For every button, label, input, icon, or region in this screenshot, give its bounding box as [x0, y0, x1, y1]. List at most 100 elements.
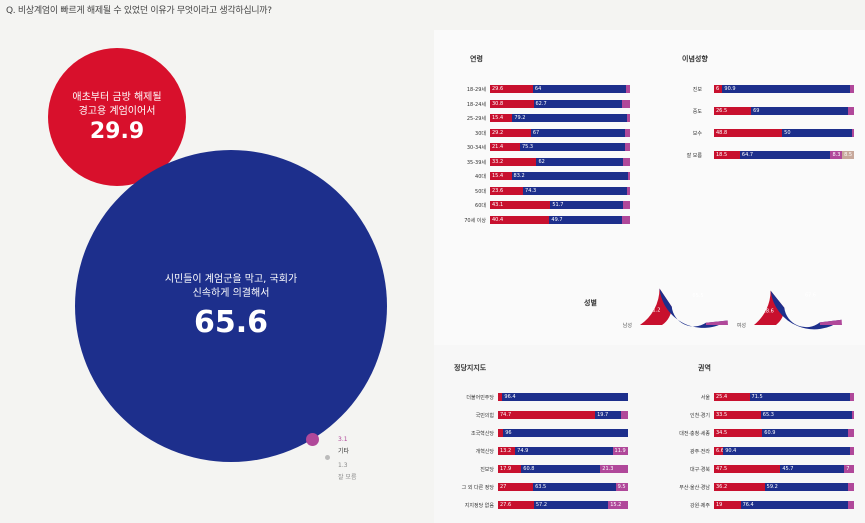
bar-segment: 62.7: [533, 99, 623, 108]
bar-segment: 49.7: [549, 215, 623, 224]
bubble-warning-martial-law: 애초부터 금방 해제될 경고용 계엄이어서 29.9: [48, 48, 186, 186]
bar-segment: 59.2: [764, 483, 848, 491]
region-section-title: 권역: [698, 364, 711, 372]
other-label: 기타: [338, 448, 350, 455]
bar-row-label: 진보당: [480, 467, 494, 473]
bar-row: 36.2 59.2: [714, 483, 854, 491]
bar-row: 29.2 67: [490, 128, 630, 137]
bar-row-label: 70세 이상: [464, 217, 486, 224]
bar-row-label: 잘 모름: [686, 153, 702, 159]
bar-segment: 83.2: [511, 172, 628, 180]
bar-segment: 9.5: [615, 483, 628, 491]
bubble-citizens-assembly: 시민들이 계엄군을 막고, 국회가 신속하게 의결해서 65.6: [75, 150, 387, 462]
bar-row: 21.4 75.3: [490, 143, 630, 151]
bar-segment: [847, 501, 854, 509]
bar-row-label: 30-34세: [466, 145, 486, 151]
bar-row: 15.4 83.2: [490, 172, 630, 180]
bar-segment: 50: [782, 129, 852, 137]
bar-segment: 45.7: [780, 465, 845, 473]
bar-segment: 48.8: [714, 129, 783, 137]
bar-segment: [847, 429, 854, 437]
bar-segment: 19.7: [595, 411, 621, 419]
bar-row-label: 50대: [475, 188, 486, 195]
bar-row-label: 25-29세: [466, 116, 486, 122]
bubble-chart: 애초부터 금방 해제될 경고용 계엄이어서 29.9 시민들이 계엄군을 막고,…: [0, 22, 420, 523]
bar-row: 47.5 45.7 7: [714, 465, 854, 473]
bar-segment: 40.4: [490, 215, 550, 224]
bar-row: 27 63.5 9.5: [498, 483, 628, 491]
bar-segment: [625, 143, 630, 151]
bubble-value-1: 29.9: [89, 118, 145, 144]
breakdown-panel-lower: 정당지지도 더불어민주당 96.4 국민의힘 74.7 19.7 조국혁신당 96 개혁신당 1…: [434, 345, 865, 523]
bar-segment: 17.9: [498, 465, 522, 473]
bar-row: 43.1 51.7: [490, 201, 630, 209]
breakdown-panel: 연령 18-29세 29.6 64 18-24세 30.8 62.7 25-29세 15.4 7…: [434, 30, 865, 360]
bar-row: 6.6 90.4: [714, 447, 854, 455]
bar-segment: [622, 201, 630, 209]
bar-row-label: 부산·울산·경남: [679, 485, 710, 491]
bar-segment: 65.3: [760, 411, 852, 419]
gauge-value: 67.6: [805, 292, 816, 298]
bar-row-label: 40대: [475, 174, 486, 180]
bar-segment: 74.3: [523, 186, 628, 195]
unknown-label: 잘 모름: [338, 474, 357, 481]
bar-row-label: 서울: [700, 395, 710, 401]
bar-segment: 6: [714, 85, 723, 93]
bar-segment: [620, 411, 628, 419]
bar-segment: 27.6: [498, 501, 534, 509]
bar-segment: 21.3: [600, 465, 628, 473]
bar-segment: [849, 85, 854, 93]
bar-segment: 64: [532, 85, 626, 93]
bar-segment: 47.5: [714, 465, 781, 473]
bar-row-label: 조국혁신당: [470, 431, 494, 437]
bar-segment: 64.7: [739, 151, 831, 159]
bar-segment: 51.7: [550, 201, 623, 209]
bubble-label-2: 시민들이 계엄군을 막고, 국회가 신속하게 의결해서: [164, 273, 298, 299]
bar-row-label: 진보: [692, 87, 702, 93]
bar-row: 29.6 64: [490, 85, 630, 93]
bar-segment: 15.2: [608, 501, 628, 509]
bar-segment: 6.6: [714, 447, 724, 455]
bar-segment: 90.4: [723, 447, 850, 455]
bar-row-label: 더불어민주당: [466, 395, 494, 401]
bar-row: 19 76.4: [714, 501, 854, 509]
bar-segment: [624, 128, 630, 137]
bar-segment: [847, 107, 854, 115]
bar-segment: 23.6: [490, 186, 524, 195]
bar-row-label: 대전·충청·세종: [679, 431, 710, 437]
bar-segment: 90.9: [722, 85, 850, 93]
bar-segment: 63.5: [533, 483, 616, 491]
bar-segment: [849, 447, 854, 455]
gauge-value: 31.2: [649, 307, 660, 313]
bar-segment: 13.2: [498, 447, 516, 455]
bar-segment: [852, 411, 854, 419]
gauge-segment: [770, 290, 842, 330]
bar-row-label: 지지정당 없음: [464, 503, 494, 509]
bar-segment: [498, 429, 504, 437]
gender-section-title: 성별: [584, 299, 597, 307]
bar-segment: 62: [536, 157, 624, 166]
bar-row-label: 60대: [475, 203, 486, 209]
bar-row-label: 광주·전라: [690, 449, 710, 455]
bar-segment: 33.5: [714, 411, 761, 419]
bar-segment: [625, 85, 630, 93]
bar-segment: 79.2: [512, 114, 628, 122]
age-section-title: 연령: [470, 55, 483, 63]
bar-row: 33.2 62: [490, 157, 630, 166]
bar-segment: 21.4: [490, 143, 520, 151]
bar-segment: 27: [498, 483, 534, 491]
bar-segment: 29.6: [490, 85, 533, 93]
bar-segment: 76.4: [740, 501, 848, 509]
bar-row-label: 35-39세: [466, 159, 486, 166]
gauge-label: 여성: [737, 322, 746, 329]
bar-row-label: 인천·경기: [690, 413, 710, 419]
bar-row: 96: [498, 429, 628, 437]
bar-row: 40.4 49.7: [490, 215, 630, 224]
bar-row: 17.9 60.8 21.3: [498, 465, 628, 473]
bar-row: 96.4: [498, 393, 628, 401]
gauge-segment: [819, 319, 842, 325]
bar-segment: 26.5: [714, 107, 752, 115]
unknown-value: 1.3: [338, 462, 348, 469]
bar-segment: [847, 483, 854, 491]
bar-row-label: 중도: [692, 109, 702, 115]
